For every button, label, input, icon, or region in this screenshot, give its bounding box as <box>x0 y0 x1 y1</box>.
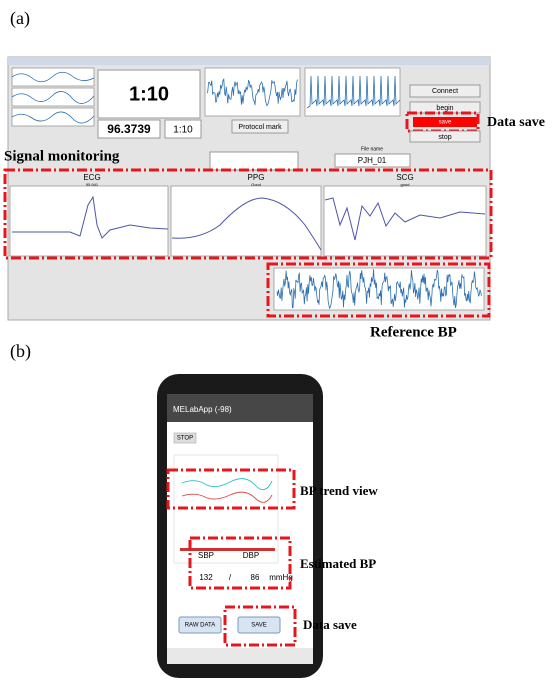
callout: BP trend view <box>300 483 378 498</box>
callout: Signal monitoring <box>4 148 120 164</box>
callout: Reference BP <box>370 324 457 340</box>
protocol-button-text: Protocol mark <box>238 124 282 131</box>
connect-text: Connect <box>432 88 458 95</box>
callout: Data save <box>487 115 545 130</box>
figure: (a) 1:10 96.3739 1:10 Protocol mark Conn… <box>0 0 559 684</box>
dbp-value: 86 <box>251 573 260 582</box>
save-text: save <box>439 120 452 126</box>
sbp-value: 132 <box>199 573 213 582</box>
bar-strip <box>180 548 275 551</box>
value-text: 96.3739 <box>107 122 151 136</box>
page: {"panel_a": {"label": "(a)", "window": {… <box>0 0 559 684</box>
save-text: SAVE <box>251 623 267 629</box>
plot-status: 95.941 <box>86 182 99 187</box>
ecg-plot <box>10 186 168 256</box>
plot-status: good <box>401 182 410 187</box>
plot-title: ECG <box>83 173 100 182</box>
raw-data-text: RAW DATA <box>185 623 216 629</box>
plot-status: Good <box>251 182 261 187</box>
stop-text: STOP <box>177 436 193 442</box>
input-box[interactable] <box>210 152 298 170</box>
title-bar <box>8 57 490 65</box>
plot-title: PPG <box>248 173 265 182</box>
dbp-label: DBP <box>243 551 259 560</box>
panel-label: (b) <box>10 341 31 362</box>
callout: Data save <box>303 617 357 632</box>
file-name: PJH_01 <box>358 156 387 165</box>
ppg-plot <box>171 186 321 256</box>
stop-text: stop <box>438 134 451 141</box>
panel-label: (a) <box>10 8 30 29</box>
begin-text: begin <box>436 105 453 112</box>
callout: Estimated BP <box>300 556 376 571</box>
scg-plot <box>324 186 486 256</box>
mini-plots <box>12 68 94 126</box>
file-name-label: File name <box>361 146 383 152</box>
nav-bar <box>167 648 313 664</box>
sbp-label: SBP <box>198 551 214 560</box>
mini-plot <box>12 68 94 86</box>
plot-title: SCG <box>396 173 413 182</box>
timer-small: 1:10 <box>173 125 193 136</box>
timer-big: 1:10 <box>129 83 169 105</box>
app-title: MELabApp (-98) <box>173 405 232 414</box>
